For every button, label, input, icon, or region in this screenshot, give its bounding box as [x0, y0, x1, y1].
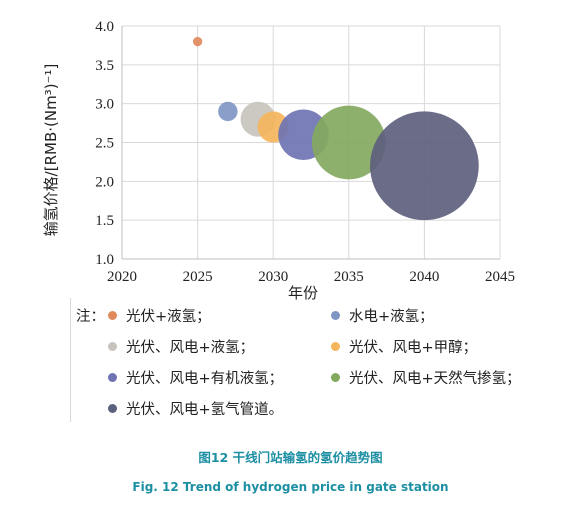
legend-item: 光伏+液氢；: [108, 305, 211, 326]
legend-swatch: [108, 404, 117, 413]
legend-swatch: [331, 373, 340, 382]
y-tick-label: 3.5: [95, 58, 114, 74]
bubble-point: [370, 111, 479, 221]
caption-chinese: 图12 干线门站输氢的氢价趋势图: [198, 450, 383, 465]
y-axis-title: 输氢价格/[RMB·(Nm³)⁻¹]: [42, 64, 60, 237]
legend-swatch: [108, 373, 117, 382]
legend-swatch: [331, 311, 340, 320]
legend-swatch: [108, 311, 117, 320]
bubble-point: [218, 101, 238, 122]
y-tick-label: 2.5: [95, 136, 114, 152]
caption-english: Fig. 12 Trend of hydrogen price in gate …: [132, 480, 449, 494]
legend-note-prefix: 注：: [76, 309, 105, 325]
gridlines: [122, 25, 501, 259]
legend-label: 光伏、风电+氢气管道。: [126, 402, 284, 418]
legend-label: 光伏、风电+有机液氢；: [126, 371, 284, 387]
x-tick-label: 2035: [334, 269, 364, 285]
legend-label: 水电+液氢；: [349, 309, 434, 325]
x-tick-label: 2045: [485, 269, 515, 285]
legend-label: 光伏、风电+甲醇；: [349, 340, 478, 356]
legend-swatch: [331, 342, 340, 351]
figure: 2020 2025 2030 2035 2040 2045 1.0 1.5 2.0 2.5 3.0 3…: [42, 19, 521, 422]
y-tick-label: 4.0: [95, 19, 114, 35]
legend-item: 光伏、风电+天然气掺氢；: [331, 367, 521, 388]
bubble-point: [311, 105, 386, 180]
legend-label: 光伏、风电+液氢；: [126, 340, 255, 356]
legend-divider: [70, 298, 71, 422]
y-tick-label: 2.0: [95, 174, 114, 190]
bubble-chart: 2020 2025 2030 2035 2040 2045 1.0 1.5 2.0 2.5 3.0 3…: [42, 19, 515, 300]
x-tick-label: 2030: [258, 269, 288, 285]
x-tick-label: 2020: [107, 269, 137, 285]
y-tick-label: 1.0: [95, 252, 114, 268]
tick-labels: 2020 2025 2030 2035 2040 2045 1.0 1.5 2.0 2.5 3.0 3…: [95, 19, 515, 285]
legend-swatch: [108, 342, 117, 351]
x-tick-label: 2025: [183, 269, 213, 285]
legend-item: 光伏、风电+有机液氢；: [108, 367, 283, 388]
axes: [121, 26, 500, 260]
legend-item: 光伏、风电+氢气管道。: [108, 398, 283, 419]
legend-item: 光伏、风电+甲醇；: [331, 336, 477, 357]
legend-item: 光伏、风电+液氢；: [108, 336, 254, 357]
legend-label: 光伏、风电+天然气掺氢；: [349, 371, 521, 387]
y-tick-label: 3.0: [95, 97, 114, 113]
y-tick-label: 1.5: [95, 213, 114, 229]
legend-item: 水电+液氢；: [331, 305, 434, 326]
bubbles: [192, 36, 479, 221]
x-axis-title: 年份: [288, 284, 318, 300]
bubble-point: [192, 36, 203, 47]
legend-label: 光伏+液氢；: [126, 309, 211, 325]
x-tick-label: 2040: [409, 269, 439, 285]
